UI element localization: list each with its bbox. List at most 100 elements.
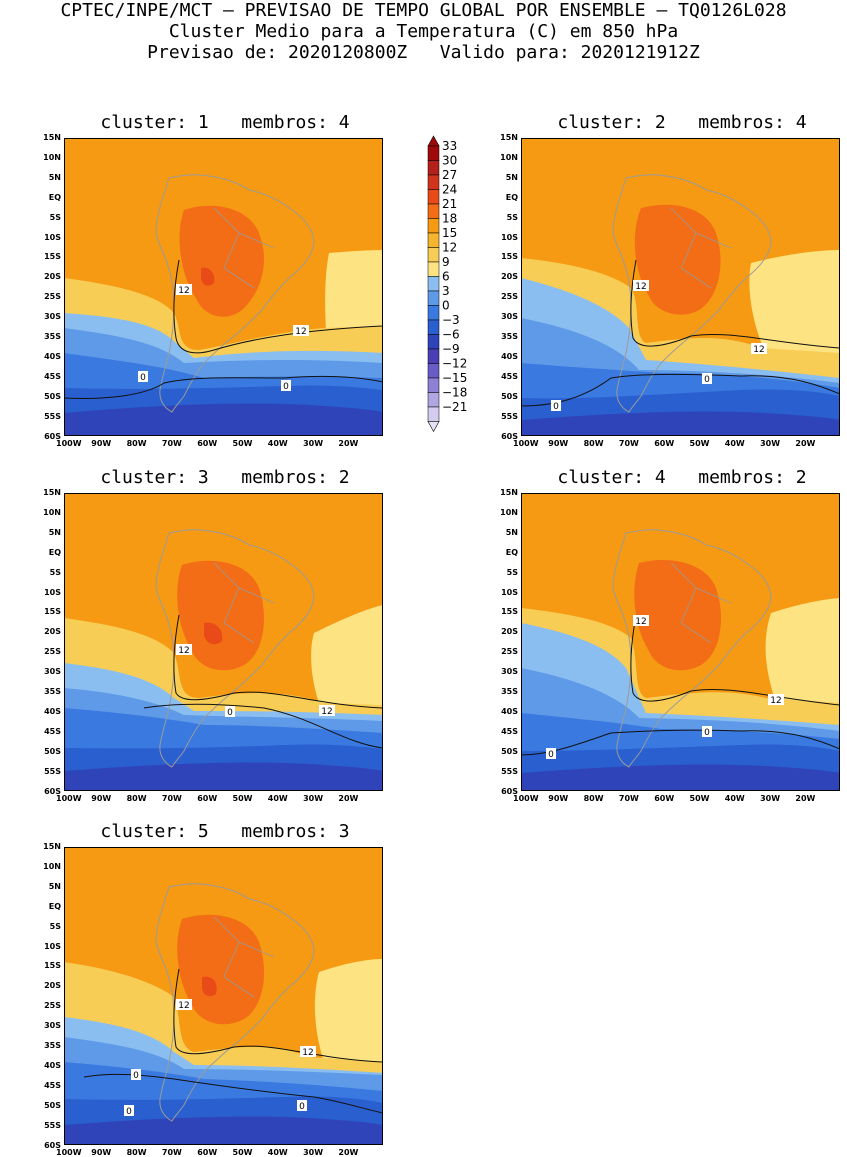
colorbar-label: 0 bbox=[442, 299, 450, 313]
lat-tick-label: 60S bbox=[44, 786, 61, 796]
contour-label: 12 bbox=[633, 615, 649, 627]
lon-tick-label: 60W bbox=[654, 794, 675, 803]
colorbar-swatch bbox=[427, 160, 440, 176]
map-frame bbox=[64, 847, 383, 1145]
lat-tick-label: 10N bbox=[500, 507, 518, 517]
colorbar-label: −3 bbox=[442, 313, 460, 327]
lat-tick-label: 40S bbox=[501, 706, 518, 716]
colorbar-swatch bbox=[427, 174, 440, 190]
contour-label: 0 bbox=[297, 1100, 307, 1112]
lon-tick-label: 30W bbox=[303, 439, 324, 448]
svg-text:0: 0 bbox=[140, 373, 146, 383]
lon-tick-label: 100W bbox=[56, 1148, 82, 1157]
lat-tick-label: 25S bbox=[44, 1001, 61, 1011]
lat-tick-label: 45S bbox=[501, 371, 518, 381]
lat-tick-label: 60S bbox=[44, 1140, 61, 1150]
lat-tick-label: 25S bbox=[501, 292, 518, 302]
colorbar-arrow-top bbox=[427, 135, 440, 147]
field-band-neg6-neg3 bbox=[64, 403, 383, 436]
colorbar-swatch bbox=[427, 377, 440, 393]
lat-tick-label: 50S bbox=[501, 746, 518, 756]
contour-label: 0 bbox=[225, 706, 235, 718]
lat-tick-label: 10N bbox=[43, 507, 61, 517]
contour-label: 12 bbox=[300, 1046, 316, 1058]
lon-tick-label: 70W bbox=[161, 1148, 182, 1157]
lat-tick-label: 5S bbox=[506, 567, 518, 577]
country-borders bbox=[213, 916, 275, 998]
colorbar-label: 21 bbox=[442, 197, 457, 211]
lat-tick-label: 10S bbox=[44, 587, 61, 597]
figure-title-line1: CPTEC/INPE/MCT – PREVISAO DE TEMPO GLOBA… bbox=[60, 0, 787, 21]
lat-tick-label: EQ bbox=[48, 192, 61, 202]
lon-tick-label: 80W bbox=[126, 794, 147, 803]
lon-tick-label: 90W bbox=[91, 439, 112, 448]
svg-text:12: 12 bbox=[770, 696, 781, 706]
lon-tick-label: 70W bbox=[618, 794, 639, 803]
lon-tick-label: 50W bbox=[232, 439, 253, 448]
lat-tick-label: 20S bbox=[44, 981, 61, 991]
svg-text:0: 0 bbox=[227, 708, 233, 718]
colorbar-swatch bbox=[427, 319, 440, 335]
colorbar-swatch bbox=[427, 305, 440, 321]
coastline bbox=[155, 529, 315, 768]
colorbar-label: 18 bbox=[442, 212, 457, 226]
colorbar-label: −6 bbox=[442, 328, 460, 342]
colorbar-label: 15 bbox=[442, 226, 457, 240]
lat-tick-label: 60S bbox=[501, 786, 518, 796]
lat-tick-label: 55S bbox=[44, 1120, 61, 1130]
lon-tick-label: 90W bbox=[91, 794, 112, 803]
country-borders bbox=[213, 562, 275, 644]
lon-tick-label: 40W bbox=[724, 794, 745, 803]
colorbar-label: 12 bbox=[442, 241, 457, 255]
lat-tick-label: 45S bbox=[44, 1080, 61, 1090]
lat-tick-label: 40S bbox=[44, 1060, 61, 1070]
colorbar-legend: 33 30 27 24 21 18 15 12 9 6 3 0 −3 −6 −9 −12 −15 −18 −21 bbox=[420, 134, 480, 444]
lat-tick-label: 20S bbox=[44, 627, 61, 637]
contour-0 bbox=[143, 703, 383, 749]
contour-0 bbox=[521, 373, 840, 407]
lat-tick-label: 35S bbox=[44, 687, 61, 696]
coastline bbox=[612, 529, 772, 768]
svg-text:12: 12 bbox=[178, 646, 189, 656]
contour-label: 12 bbox=[633, 280, 649, 292]
field-band-24-27 bbox=[201, 267, 215, 286]
lat-tick-label: 5N bbox=[48, 527, 61, 537]
colorbar-swatch bbox=[427, 406, 440, 422]
lon-tick-label: 30W bbox=[303, 1148, 324, 1157]
country-borders bbox=[670, 207, 732, 289]
lat-tick-label: 10N bbox=[43, 152, 61, 162]
lat-tick-label: 25S bbox=[44, 292, 61, 302]
contour-label: 0 bbox=[281, 380, 291, 392]
lat-tick-label: 15N bbox=[43, 842, 61, 851]
svg-text:12: 12 bbox=[753, 345, 764, 355]
lat-tick-label: 50S bbox=[44, 746, 61, 756]
coastline bbox=[155, 174, 315, 413]
lat-tick-label: 55S bbox=[44, 766, 61, 776]
lon-tick-label: 90W bbox=[548, 794, 569, 803]
lat-tick-label: 30S bbox=[501, 667, 518, 677]
field-pale-9-12 bbox=[314, 959, 383, 1087]
svg-text:12: 12 bbox=[295, 327, 306, 337]
panel-title-4: cluster: 4 membros: 2 bbox=[557, 467, 807, 488]
svg-text:12: 12 bbox=[178, 1001, 189, 1011]
contour-0 bbox=[64, 375, 383, 399]
colorbar-arrow-bottom bbox=[427, 421, 440, 433]
field-band-neg6-neg3 bbox=[521, 764, 840, 791]
lon-tick-label: 100W bbox=[56, 439, 82, 448]
lon-tick-label: 90W bbox=[548, 439, 569, 448]
svg-text:0: 0 bbox=[553, 402, 559, 412]
lon-tick-label: 70W bbox=[161, 794, 182, 803]
lat-tick-label: 10S bbox=[44, 941, 61, 951]
lat-tick-label: 20S bbox=[501, 627, 518, 637]
lon-tick-label: 50W bbox=[232, 794, 253, 803]
colorbar-label: −21 bbox=[442, 400, 467, 414]
lat-tick-label: 35S bbox=[44, 332, 61, 341]
field-band-24-27 bbox=[202, 976, 217, 997]
svg-text:0: 0 bbox=[704, 375, 710, 385]
lat-tick-label: 5N bbox=[505, 172, 518, 182]
contour-label: 12 bbox=[176, 999, 192, 1011]
lon-tick-label: 80W bbox=[126, 439, 147, 448]
lon-tick-label: 60W bbox=[197, 1148, 218, 1157]
lon-tick-label: 50W bbox=[689, 439, 710, 448]
svg-text:12: 12 bbox=[302, 1048, 313, 1058]
